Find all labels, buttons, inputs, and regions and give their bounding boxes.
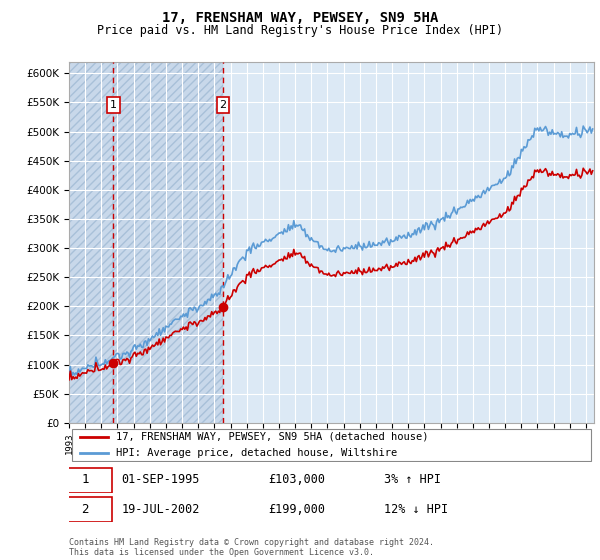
Bar <box>69 62 113 423</box>
Text: 17, FRENSHAM WAY, PEWSEY, SN9 5HA: 17, FRENSHAM WAY, PEWSEY, SN9 5HA <box>162 11 438 25</box>
Bar <box>113 62 223 423</box>
FancyBboxPatch shape <box>71 428 592 461</box>
Text: 01-SEP-1995: 01-SEP-1995 <box>121 473 200 487</box>
Text: £199,000: £199,000 <box>269 502 325 516</box>
FancyBboxPatch shape <box>59 468 112 493</box>
Text: 3% ↑ HPI: 3% ↑ HPI <box>384 473 441 487</box>
Text: 19-JUL-2002: 19-JUL-2002 <box>121 502 200 516</box>
Text: 1: 1 <box>110 100 117 110</box>
Bar <box>113 62 223 423</box>
Text: Price paid vs. HM Land Registry's House Price Index (HPI): Price paid vs. HM Land Registry's House … <box>97 24 503 36</box>
Text: £103,000: £103,000 <box>269 473 325 487</box>
Text: 2: 2 <box>220 100 227 110</box>
Text: HPI: Average price, detached house, Wiltshire: HPI: Average price, detached house, Wilt… <box>116 447 398 458</box>
Bar <box>69 62 113 423</box>
Text: 12% ↓ HPI: 12% ↓ HPI <box>384 502 448 516</box>
Text: Contains HM Land Registry data © Crown copyright and database right 2024.
This d: Contains HM Land Registry data © Crown c… <box>69 538 434 557</box>
Text: 17, FRENSHAM WAY, PEWSEY, SN9 5HA (detached house): 17, FRENSHAM WAY, PEWSEY, SN9 5HA (detac… <box>116 432 429 442</box>
FancyBboxPatch shape <box>59 497 112 522</box>
Text: 2: 2 <box>82 502 89 516</box>
Text: 1: 1 <box>82 473 89 487</box>
